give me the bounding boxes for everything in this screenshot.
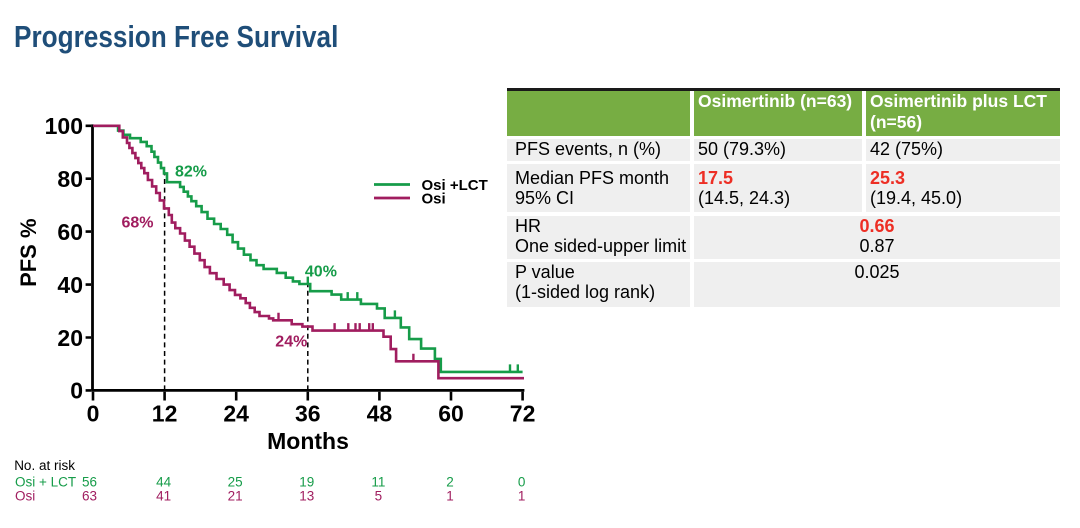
svg-text:No. at risk: No. at risk: [14, 458, 75, 473]
svg-text:63: 63: [82, 489, 97, 504]
svg-text:48: 48: [367, 401, 393, 427]
svg-text:Osi + LCT: Osi + LCT: [15, 474, 76, 489]
svg-text:25: 25: [228, 474, 243, 489]
svg-text:80: 80: [57, 166, 83, 192]
svg-text:1: 1: [446, 489, 454, 504]
svg-text:82%: 82%: [175, 163, 207, 180]
svg-text:1: 1: [518, 489, 526, 504]
svg-text:56: 56: [82, 474, 97, 489]
svg-text:5: 5: [375, 489, 383, 504]
svg-text:24%: 24%: [275, 334, 307, 351]
svg-text:68%: 68%: [122, 215, 154, 232]
svg-text:60: 60: [438, 401, 464, 427]
svg-text:13: 13: [299, 489, 314, 504]
svg-text:20: 20: [57, 325, 83, 351]
svg-text:40%: 40%: [305, 264, 337, 281]
svg-text:0: 0: [70, 378, 83, 404]
svg-text:Osi: Osi: [15, 489, 35, 504]
svg-text:100: 100: [45, 113, 83, 139]
svg-text:Osi: Osi: [422, 191, 446, 208]
svg-text:24: 24: [223, 401, 249, 427]
svg-text:0: 0: [87, 401, 100, 427]
svg-text:60: 60: [57, 219, 83, 245]
svg-text:2: 2: [446, 474, 454, 489]
svg-text:12: 12: [152, 401, 178, 427]
svg-text:0: 0: [518, 474, 526, 489]
svg-text:41: 41: [156, 489, 171, 504]
svg-text:19: 19: [299, 474, 314, 489]
svg-text:40: 40: [57, 272, 83, 298]
svg-text:Osi +LCT: Osi +LCT: [422, 177, 488, 194]
svg-text:PFS %: PFS %: [16, 218, 41, 286]
svg-text:11: 11: [371, 474, 385, 489]
svg-text:21: 21: [228, 489, 243, 504]
svg-text:36: 36: [295, 401, 321, 427]
svg-text:Months: Months: [267, 428, 349, 454]
svg-text:44: 44: [156, 474, 172, 489]
svg-text:72: 72: [510, 401, 536, 427]
